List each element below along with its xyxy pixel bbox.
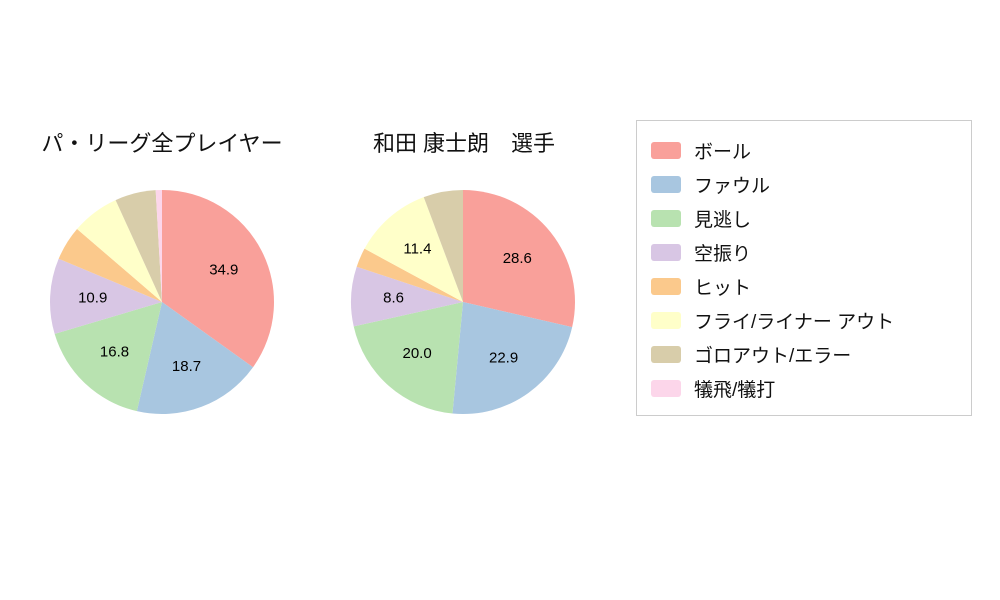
legend-item: フライ/ライナー アウト	[651, 303, 957, 337]
pie-value-label: 34.9	[209, 261, 238, 278]
legend-label: ヒット	[694, 277, 752, 299]
pie-slice	[351, 266, 463, 327]
legend-label: 見逃し	[694, 209, 752, 231]
legend-label: ファウル	[694, 175, 771, 197]
legend-swatch	[651, 277, 681, 295]
pie-slice	[353, 302, 463, 414]
pie-slice	[50, 258, 163, 334]
pie-value-label: 28.6	[503, 250, 532, 267]
pie-value-label: 10.9	[78, 289, 107, 306]
pie-slice	[356, 248, 463, 302]
pie-value-label: 11.4	[403, 241, 431, 258]
pie-slice	[162, 190, 274, 368]
legend-label: 空振り	[694, 243, 752, 265]
legend-item: 見逃し	[651, 201, 957, 235]
chart-title-league: パ・リーグ全プレイヤー	[41, 131, 283, 156]
pie-slice	[452, 302, 573, 414]
legend-item: ゴロアウト/エラー	[651, 337, 957, 371]
legend-swatch	[651, 175, 681, 193]
legend-item: ヒット	[651, 269, 957, 303]
legend: ボールファウル見逃し空振りヒットフライ/ライナー アウト ゴロアウト/エラー 犠飛/…	[636, 120, 972, 416]
legend-item: 空振り	[651, 235, 957, 269]
pie-slice	[463, 190, 576, 328]
pie-chart-player: 28.6 22.9 20.0 8.6 11.4	[351, 190, 576, 414]
pie-slice	[115, 190, 162, 302]
pie-slice	[77, 200, 162, 302]
legend-item: ファウル	[651, 167, 957, 201]
pie-value-label: 18.7	[172, 358, 201, 375]
pie-slice	[155, 190, 162, 302]
pie-slice	[54, 302, 162, 412]
pie-value-label: 16.8	[100, 344, 129, 361]
legend-label: 犠飛/犠打	[694, 379, 776, 401]
pie-value-label: 20.0	[402, 345, 431, 362]
legend-swatch	[651, 311, 681, 329]
pie-slice	[423, 190, 463, 302]
legend-swatch	[651, 243, 681, 261]
pie-value-label: 22.9	[489, 349, 518, 366]
legend-swatch	[651, 141, 681, 159]
pie-chart-league: 34.9 18.7 16.8 10.9	[50, 190, 274, 415]
pie-slice	[58, 228, 162, 302]
legend-swatch	[651, 379, 681, 397]
legend-label: ゴロアウト/エラー	[694, 345, 852, 367]
chart-title-player: 和田 康士朗 選手	[372, 131, 556, 156]
legend-label: フライ/ライナー アウト	[694, 311, 895, 333]
pie-value-label: 8.6	[383, 289, 404, 306]
legend-item: ボール	[651, 133, 957, 167]
legend-swatch	[651, 209, 681, 227]
legend-swatch	[651, 345, 681, 363]
pie-slice	[364, 197, 463, 302]
legend-label: ボール	[694, 141, 752, 163]
legend-item: 犠飛/犠打	[651, 371, 957, 405]
pie-slice	[136, 302, 254, 415]
